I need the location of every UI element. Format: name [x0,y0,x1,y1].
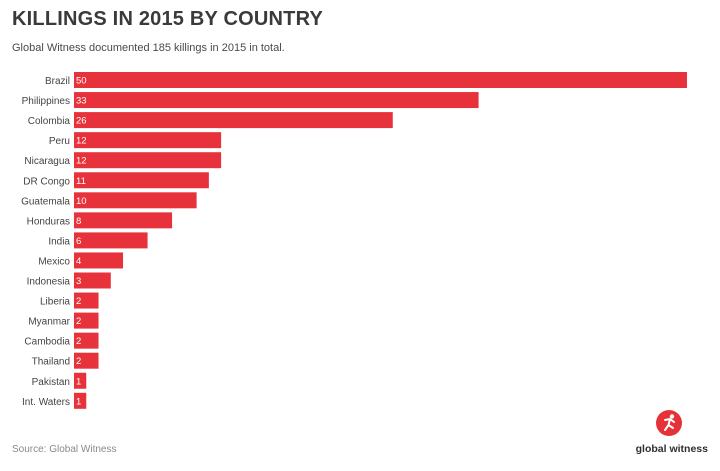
data-label: 8 [76,216,81,227]
chart-subtitle: Global Witness documented 185 killings i… [12,42,285,54]
data-label: 12 [76,136,87,147]
bar [74,292,99,309]
source-note: Source: Global Witness [12,444,117,455]
data-label: 2 [76,316,81,327]
bar [74,332,99,349]
runner-icon [656,410,682,436]
category-label: Int. Waters [22,397,70,408]
bar [74,112,393,129]
category-label: Philippines [22,96,70,107]
category-label: Brazil [45,76,70,87]
data-label: 26 [76,116,87,127]
bar [74,252,124,269]
data-label: 2 [76,356,81,367]
category-label: Pakistan [32,377,70,388]
chart-title: KILLINGS IN 2015 BY COUNTRY [12,8,324,30]
bar [74,192,197,209]
data-label: 1 [76,396,81,407]
bar [74,372,87,389]
bar [74,352,99,369]
category-label: Mexico [38,256,70,267]
category-label: Myanmar [28,317,70,328]
category-label: Honduras [27,216,70,227]
bar [74,212,173,229]
category-label: Thailand [32,357,70,368]
category-label: Liberia [40,297,70,308]
data-label: 50 [76,76,87,87]
category-label: India [48,236,70,247]
bar [74,132,222,149]
bar [74,152,222,169]
bar [74,232,148,249]
category-label: Colombia [28,116,71,127]
data-label: 33 [76,96,87,107]
category-label: Indonesia [27,277,71,288]
brand-name: global witness [635,443,708,455]
bar [74,172,209,189]
data-label: 2 [76,296,81,307]
category-label: Cambodia [24,337,70,348]
data-label: 12 [76,156,87,167]
category-label: Peru [49,136,70,147]
data-label: 10 [76,196,87,207]
bar [74,392,87,409]
global-witness-logo: global witness [616,410,708,460]
bar [74,72,687,88]
category-label: Guatemala [21,196,70,207]
data-label: 2 [76,336,81,347]
bar [74,312,99,329]
bar [74,272,111,289]
bar [74,92,479,109]
data-label: 6 [76,236,81,247]
data-label: 4 [76,256,81,267]
data-label: 1 [76,376,81,387]
category-label: Nicaragua [24,156,70,167]
data-label: 3 [76,276,81,287]
category-label: DR Congo [23,176,70,187]
data-label: 11 [76,176,86,187]
